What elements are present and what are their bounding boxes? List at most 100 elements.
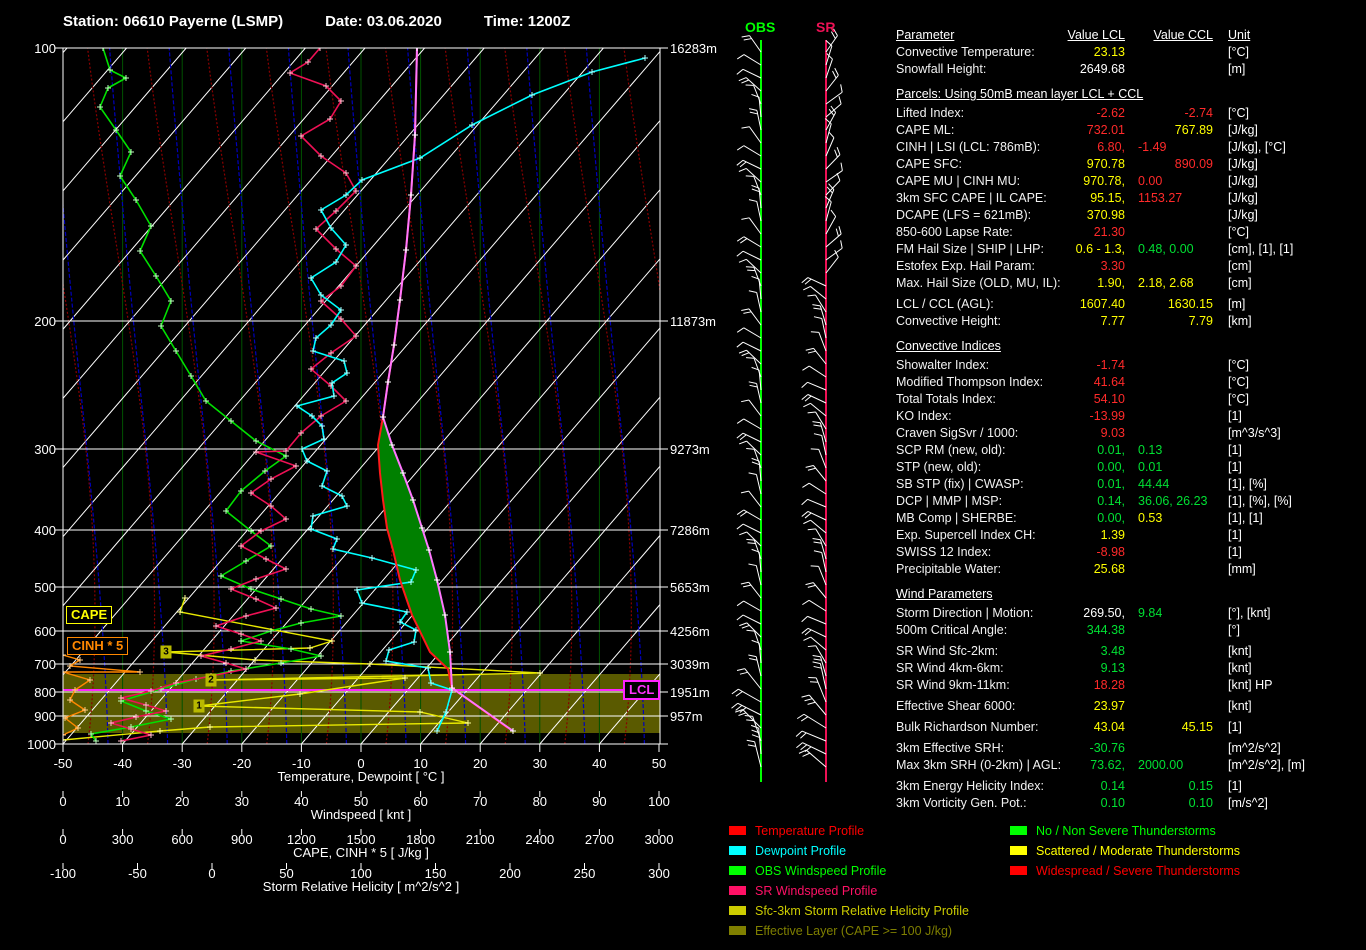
param-row: Bulk Richardson Number: 43.04 45.15 [1] [896, 719, 1361, 736]
param-value-lcl: 23.13 [1093, 45, 1125, 59]
x-axis-tick-label: -10 [291, 756, 311, 771]
param-label: KO Index: [896, 409, 952, 423]
param-label: FM Hail Size | SHIP | LHP: [896, 242, 1044, 256]
param-label: Bulk Richardson Number: [896, 720, 1039, 734]
section-header: Wind Parameters [896, 587, 993, 601]
time-title: Time: 1200Z [483, 13, 571, 30]
pressure-tick-label: 100 [34, 41, 56, 56]
param-value-ccl: -2.74 [1184, 106, 1214, 120]
param-row: SWISS 12 Index: -8.98 [1] [896, 544, 1361, 561]
param-row: Convective Height: 7.77 7.79 [km] [896, 313, 1361, 330]
param-value-lcl: 269.50, [1083, 606, 1125, 620]
param-label: 3km Vorticity Gen. Pot.: [896, 796, 1027, 810]
legend-label: OBS Windspeed Profile [755, 864, 887, 878]
param-unit: [knt] [1228, 644, 1252, 658]
param-row: Estofex Exp. Hail Param: 3.30 [cm] [896, 258, 1361, 275]
param-value-extra: 0.48, 0.00 [1138, 242, 1194, 256]
param-label: 3km SFC CAPE | IL CAPE: [896, 191, 1047, 205]
param-unit: [m^2/s^2] [1228, 741, 1281, 755]
param-unit: [J/kg] [1228, 174, 1258, 188]
x-axis-tick-label: 100 [648, 794, 670, 809]
param-unit: [cm] [1228, 259, 1252, 273]
param-value-extra: 9.84 [1138, 606, 1163, 620]
x-axis-tick-label: 1800 [406, 832, 436, 847]
param-unit: [°C] [1228, 106, 1249, 120]
param-label: Storm Direction | Motion: [896, 606, 1034, 620]
x-axis-tick-label: 20 [174, 794, 190, 809]
param-unit: [cm], [1], [1] [1228, 242, 1294, 256]
legend-swatch [729, 846, 746, 855]
param-unit: [1] [1228, 460, 1242, 474]
param-value-lcl: 0.00, [1097, 511, 1125, 525]
param-unit: [1] [1228, 779, 1242, 793]
x-axis-tick-label: 2700 [584, 832, 614, 847]
param-label: DCP | MMP | MSP: [896, 494, 1003, 508]
param-label: SCP RM (new, old): [896, 443, 1006, 457]
param-value-ccl: 0.10 [1188, 796, 1213, 810]
x-axis-tick-label: -50 [128, 866, 147, 881]
cinh-label-box: CINH * 5 [67, 637, 129, 655]
x-axis-tick-label: -100 [49, 866, 77, 881]
x-axis-tick-label: 30 [234, 794, 250, 809]
x-axis-title: Storm Relative Helicity [ m^2/s^2 ] [262, 879, 460, 894]
param-value-ccl: 890.09 [1174, 157, 1213, 171]
legend-item: Dewpoint Profile [729, 844, 969, 864]
param-value-ccl: 767.89 [1174, 123, 1213, 137]
pressure-tick-label: 500 [34, 580, 56, 595]
param-unit: [J/kg] [1228, 191, 1258, 205]
legend-swatch [729, 926, 746, 935]
param-unit: [°C] [1228, 225, 1249, 239]
param-unit: [J/kg] [1228, 157, 1258, 171]
param-value-lcl: 2649.68 [1079, 62, 1125, 76]
param-value-lcl: 732.01 [1086, 123, 1125, 137]
param-label: Showalter Index: [896, 358, 990, 372]
param-row: 850-600 Lapse Rate: 21.30 [°C] [896, 224, 1361, 241]
x-axis-tick-label: 250 [573, 866, 596, 881]
param-value-lcl: 0.01, [1097, 477, 1125, 491]
param-label: 850-600 Lapse Rate: [896, 225, 1013, 239]
param-row: Exp. Supercell Index CH: 1.39 [1] [896, 527, 1361, 544]
param-unit: [m] [1228, 62, 1246, 76]
x-axis-tick-label: 20 [472, 756, 488, 771]
param-value-lcl: 9.03 [1100, 426, 1125, 440]
legend-label: Temperature Profile [755, 824, 865, 838]
x-axis-title: CAPE, CINH * 5 [ J/kg ] [293, 845, 429, 860]
param-value-lcl: 9.13 [1100, 661, 1125, 675]
x-axis-tick-label: 600 [171, 832, 194, 847]
param-unit: [knt] HP [1228, 678, 1273, 692]
x-axis-tick-label: 0 [208, 866, 216, 881]
param-value-lcl: 73.62, [1090, 758, 1125, 772]
x-axis-tick-label: 2100 [465, 832, 495, 847]
param-value-extra: 2000.00 [1138, 758, 1184, 772]
param-row: Storm Direction | Motion: 269.50, 9.84 [°],… [896, 605, 1361, 622]
altitude-tick-label: 9273m [670, 442, 710, 457]
param-unit: [knt] [1228, 661, 1252, 675]
srh-level-marker: 2 [205, 673, 217, 687]
pressure-tick-label: 300 [34, 442, 56, 457]
sr-wind-column-label: SR [816, 19, 836, 35]
x-axis-tick-label: 40 [294, 794, 309, 809]
x-axis-tick-label: 150 [424, 866, 447, 881]
x-axis-tick-label: 10 [413, 756, 428, 771]
legend-item: Temperature Profile [729, 824, 969, 844]
legend-swatch [729, 826, 746, 835]
legend-swatch [729, 886, 746, 895]
legend-label: No / Non Severe Thunderstorms [1036, 824, 1216, 838]
x-axis-tick-label: 1500 [346, 832, 376, 847]
x-axis-tick-label: -20 [232, 756, 252, 771]
param-row: LCL / CCL (AGL): 1607.40 1630.15 [m] [896, 296, 1361, 313]
param-unit: [knt] [1228, 699, 1252, 713]
col-header-value-lcl: Value LCL [1067, 28, 1125, 42]
param-unit: [1], [%] [1228, 477, 1267, 491]
param-label: STP (new, old): [896, 460, 982, 474]
param-value-lcl: 54.10 [1093, 392, 1125, 406]
x-axis-title: Temperature, Dewpoint [ °C ] [277, 769, 445, 784]
param-value-lcl: 0.6 - 1.3, [1075, 242, 1125, 256]
param-row: SCP RM (new, old): 0.01, 0.13 [1] [896, 442, 1361, 459]
param-unit: [km] [1228, 314, 1252, 328]
x-axis-tick-label: -30 [172, 756, 192, 771]
window-title: Station: 06610 Payerne (LSMP) Date: 03.06… [63, 13, 612, 30]
param-unit: [°] [1228, 623, 1240, 637]
param-value-extra: 0.01 [1138, 460, 1163, 474]
param-label: Snowfall Height: [896, 62, 987, 76]
